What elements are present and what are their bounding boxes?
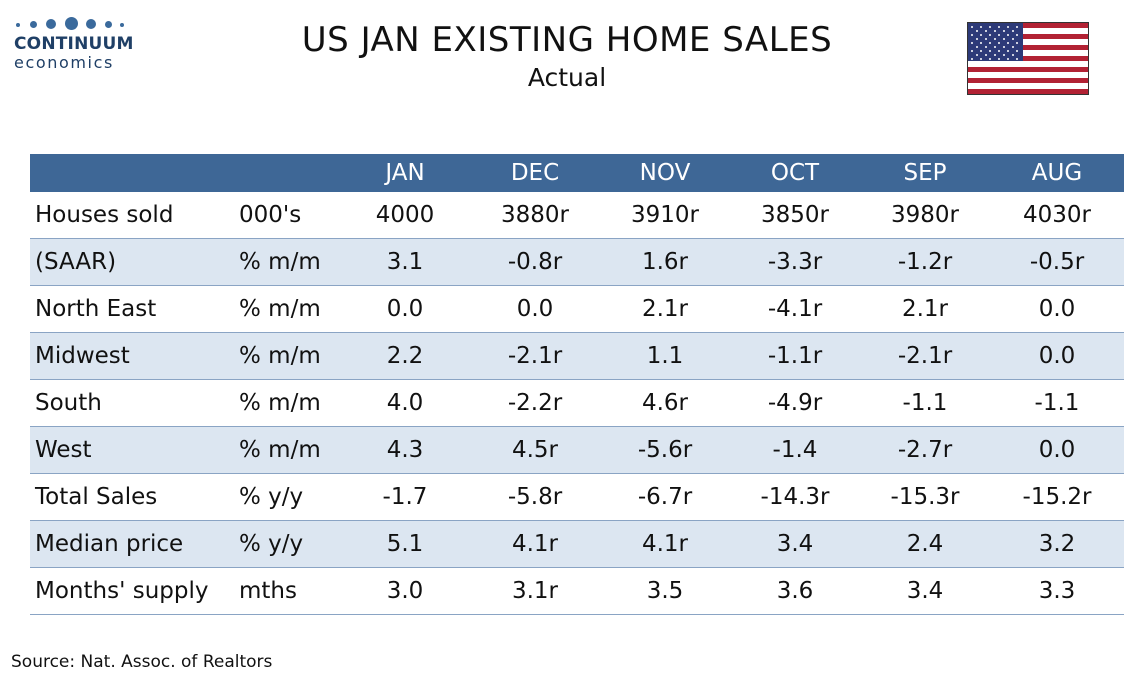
row-unit: % y/y	[235, 473, 340, 521]
row-unit: % m/m	[235, 426, 340, 474]
row-unit: % m/m	[235, 379, 340, 427]
value-cell: 3.6	[730, 567, 860, 615]
value-cell: -4.9r	[730, 379, 860, 427]
value-cell: -2.1r	[470, 332, 600, 380]
value-cell: 0.0	[990, 332, 1124, 380]
value-cell: 3.0	[340, 567, 470, 615]
value-cell: 0.0	[990, 285, 1124, 333]
logo-dots-icon	[14, 14, 134, 36]
value-cell: 3.2	[990, 520, 1124, 568]
value-cell: 3.1	[340, 238, 470, 286]
value-cell: 3.3	[990, 567, 1124, 615]
value-cell: -4.1r	[730, 285, 860, 333]
table-row: Houses sold 000's 4000 3880r 3910r 3850r 3980r…	[30, 192, 1124, 239]
table-row: Total Sales% y/y -1.7 -5.8r -6.7r -14.3r -15.…	[30, 473, 1124, 521]
column-header-jan: JAN	[340, 154, 470, 192]
row-unit: % m/m	[235, 238, 340, 286]
value-cell: 3980r	[860, 192, 990, 239]
value-cell: -15.2r	[990, 473, 1124, 521]
column-header-oct: OCT	[730, 154, 860, 192]
value-cell: 2.4	[860, 520, 990, 568]
table-row: Months' supply mths 3.0 3.1r 3.5 3.6 3.4 3.3	[30, 567, 1124, 615]
table-row: (SAAR)% m/m 3.1 -0.8r 1.6r -3.3r -1.2r -0.5r	[30, 238, 1124, 286]
value-cell: -0.5r	[990, 238, 1124, 286]
value-cell: 4000	[340, 192, 470, 239]
value-cell: 4030r	[990, 192, 1124, 239]
row-label: Houses sold	[30, 192, 235, 239]
value-cell: 1.1	[600, 332, 730, 380]
value-cell: -1.1r	[730, 332, 860, 380]
value-cell: -0.8r	[470, 238, 600, 286]
value-cell: 0.0	[340, 285, 470, 333]
value-cell: 2.1r	[600, 285, 730, 333]
value-cell: 0.0	[470, 285, 600, 333]
value-cell: -1.2r	[860, 238, 990, 286]
value-cell: 3.1r	[470, 567, 600, 615]
value-cell: 4.3	[340, 426, 470, 474]
row-unit: 000's	[235, 192, 340, 239]
value-cell: -2.7r	[860, 426, 990, 474]
header-label-cell	[30, 154, 235, 192]
table-row: South% m/m 4.0 -2.2r 4.6r -4.9r -1.1 -1.1	[30, 379, 1124, 427]
table-row: West% m/m 4.3 4.5r -5.6r -1.4 -2.7r 0.0	[30, 426, 1124, 474]
home-sales-table: JAN DEC NOV OCT SEP AUG Houses sold 000's 4000 3…	[30, 154, 1124, 615]
value-cell: -5.8r	[470, 473, 600, 521]
row-label: West	[30, 426, 235, 474]
row-unit: % y/y	[235, 520, 340, 568]
column-header-dec: DEC	[470, 154, 600, 192]
value-cell: 4.1r	[470, 520, 600, 568]
company-logo: CONTINUUM economics	[14, 14, 134, 72]
row-label: North East	[30, 285, 235, 333]
value-cell: 3850r	[730, 192, 860, 239]
value-cell: -1.4	[730, 426, 860, 474]
value-cell: 3880r	[470, 192, 600, 239]
column-header-nov: NOV	[600, 154, 730, 192]
value-cell: 4.6r	[600, 379, 730, 427]
row-label: Months' supply	[30, 567, 235, 615]
value-cell: 4.0	[340, 379, 470, 427]
header-unit-cell	[235, 154, 340, 192]
logo-subtitle: economics	[14, 53, 114, 72]
value-cell: 3.4	[730, 520, 860, 568]
table-header-row: JAN DEC NOV OCT SEP AUG	[30, 154, 1124, 192]
value-cell: -2.2r	[470, 379, 600, 427]
table-row: Median price% y/y 5.1 4.1r 4.1r 3.4 2.4 3.2	[30, 520, 1124, 568]
row-unit: mths	[235, 567, 340, 615]
value-cell: 0.0	[990, 426, 1124, 474]
us-flag-icon	[967, 22, 1089, 95]
page-title: US JAN EXISTING HOME SALES	[301, 20, 833, 60]
value-cell: 4.5r	[470, 426, 600, 474]
row-unit: % m/m	[235, 285, 340, 333]
value-cell: 3.4	[860, 567, 990, 615]
value-cell: -5.6r	[600, 426, 730, 474]
table-row: Midwest% m/m 2.2 -2.1r 1.1 -1.1r -2.1r 0.0	[30, 332, 1124, 380]
value-cell: -14.3r	[730, 473, 860, 521]
row-label: Midwest	[30, 332, 235, 380]
value-cell: -2.1r	[860, 332, 990, 380]
row-label: Median price	[30, 520, 235, 568]
logo-brand: CONTINUUM	[14, 34, 134, 54]
value-cell: 3.5	[600, 567, 730, 615]
value-cell: -1.1	[860, 379, 990, 427]
value-cell: -3.3r	[730, 238, 860, 286]
value-cell: -6.7r	[600, 473, 730, 521]
value-cell: 2.1r	[860, 285, 990, 333]
row-label: (SAAR)	[30, 238, 235, 286]
row-label: Total Sales	[30, 473, 235, 521]
column-header-sep: SEP	[860, 154, 990, 192]
value-cell: -15.3r	[860, 473, 990, 521]
value-cell: 1.6r	[600, 238, 730, 286]
value-cell: 2.2	[340, 332, 470, 380]
value-cell: 5.1	[340, 520, 470, 568]
row-label: South	[30, 379, 235, 427]
source-note: Source: Nat. Assoc. of Realtors	[11, 652, 273, 672]
value-cell: -1.1	[990, 379, 1124, 427]
table-row: North East% m/m 0.0 0.0 2.1r -4.1r 2.1r 0.0	[30, 285, 1124, 333]
column-header-aug: AUG	[990, 154, 1124, 192]
row-unit: % m/m	[235, 332, 340, 380]
value-cell: 4.1r	[600, 520, 730, 568]
value-cell: 3910r	[600, 192, 730, 239]
page-subtitle: Actual	[527, 63, 607, 92]
value-cell: -1.7	[340, 473, 470, 521]
